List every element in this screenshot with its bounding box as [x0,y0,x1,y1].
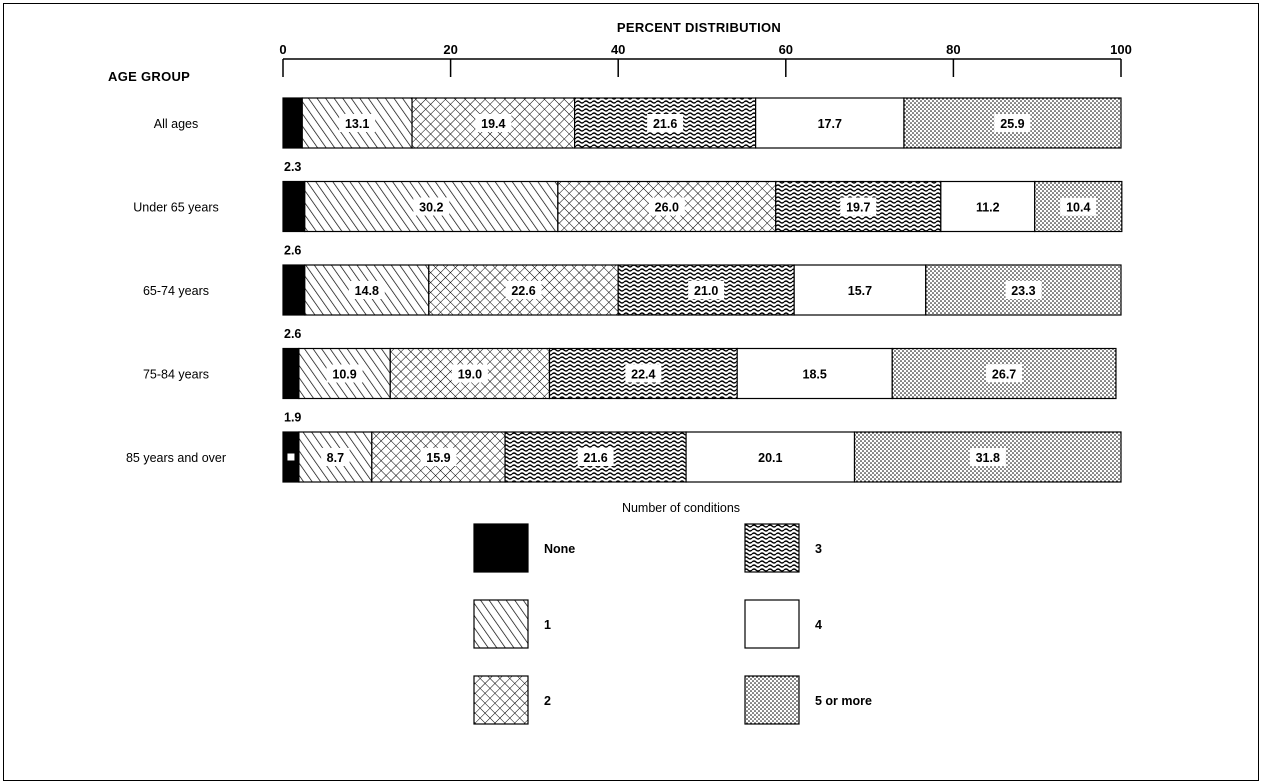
data-label-bg [475,114,512,132]
x-tick-label: 20 [443,42,457,57]
category-label: Under 65 years [133,201,218,215]
legend-label: 2 [544,694,551,708]
data-label: 25.9 [1000,117,1024,131]
data-label: 14.8 [355,284,379,298]
legend-swatch [744,675,800,725]
legend-swatch [744,599,800,649]
data-label: 22.4 [631,368,655,382]
data-label: 20.1 [758,451,782,465]
bar-segment [282,264,306,316]
bar-segment [755,97,905,149]
data-label-bg [986,364,1023,383]
figure-border [3,3,1259,781]
data-label: 26.7 [992,368,1016,382]
x-tick-label: 0 [279,42,286,57]
legend-label: 5 or more [815,694,872,708]
data-label-bg [688,281,725,299]
legend: None 1 2 3 4 5 or more [473,523,872,725]
data-label: 15.7 [848,284,872,298]
data-label: 13.1 [345,117,369,131]
data-label-bg [451,364,488,383]
x-tick-label: 40 [611,42,625,57]
bar-segment [793,264,927,316]
data-label-bg [647,114,684,132]
legend-label: 4 [815,618,822,632]
legend-swatch [744,523,800,573]
data-label-bg [1060,197,1097,216]
data-label-bg [1005,281,1042,299]
legend-label: 3 [815,542,822,556]
none-value-annotation: 2.6 [284,327,301,341]
bar-segment [940,180,1036,233]
x-tick-label: 60 [779,42,793,57]
x-tick-label: 80 [946,42,960,57]
data-label-bg [321,448,350,466]
data-label: 18.5 [803,368,827,382]
x-tick-label: 100 [1110,42,1132,57]
data-label: 30.2 [419,201,443,215]
data-label: 11.2 [976,201,1000,215]
bars-layer: 13.1 19.4 21.6 17.7 25.9 30.2 26.0 19.7 11.2 10.4… [282,97,1123,483]
data-label: 21.0 [694,284,718,298]
bar-segment [282,347,300,400]
data-label: 22.6 [511,284,535,298]
data-label-bg [326,364,363,383]
data-label: 17.7 [818,117,842,131]
data-label: 19.4 [481,117,505,131]
none-value-annotation: 2.6 [284,244,301,258]
category-label: 75-84 years [143,368,209,382]
data-label-bg [413,197,450,216]
data-label-bg [577,448,614,466]
data-label-bg [505,281,542,299]
legend-swatch [473,599,529,649]
data-label: 21.6 [583,451,607,465]
data-label: 15.9 [426,451,450,465]
data-label-bg [420,448,457,466]
none-value-annotation: 1.9 [284,411,301,425]
data-label-bg [348,281,385,299]
bar-segment [282,97,303,149]
legend-swatch [473,675,529,725]
data-label: 19.0 [458,368,482,382]
legend-label: 1 [544,618,551,632]
data-label: 19.7 [846,201,870,215]
data-label: 10.4 [1066,201,1090,215]
data-label-bg [969,448,1006,466]
x-axis-ticks: 0 20 40 60 80 100 [279,42,1132,77]
legend-title: Number of conditions [622,501,740,515]
data-label-bg [994,114,1031,132]
data-label: 8.7 [327,451,344,465]
none-marker [287,453,295,461]
none-value-annotation: 2.3 [284,160,301,174]
y-axis-title: AGE GROUP [108,69,190,84]
row-labels-layer: All ages Under 65 years 65-74 years 75-84 y… [126,117,301,465]
data-label-bg [648,197,685,216]
chart-title: PERCENT DISTRIBUTION [617,20,781,35]
bar-segment [282,180,306,233]
data-label: 31.8 [976,451,1000,465]
data-label: 21.6 [653,117,677,131]
data-label: 10.9 [332,368,356,382]
category-label: All ages [154,117,198,131]
data-label-bg [840,197,877,216]
legend-swatch [473,523,529,573]
legend-label: None [544,542,575,556]
data-label-bg [339,114,376,132]
data-label-bg [625,364,662,383]
category-label: 85 years and over [126,451,226,465]
bar-segment [685,431,856,483]
category-label: 65-74 years [143,284,209,298]
data-label: 23.3 [1011,284,1035,298]
data-label: 26.0 [655,201,679,215]
